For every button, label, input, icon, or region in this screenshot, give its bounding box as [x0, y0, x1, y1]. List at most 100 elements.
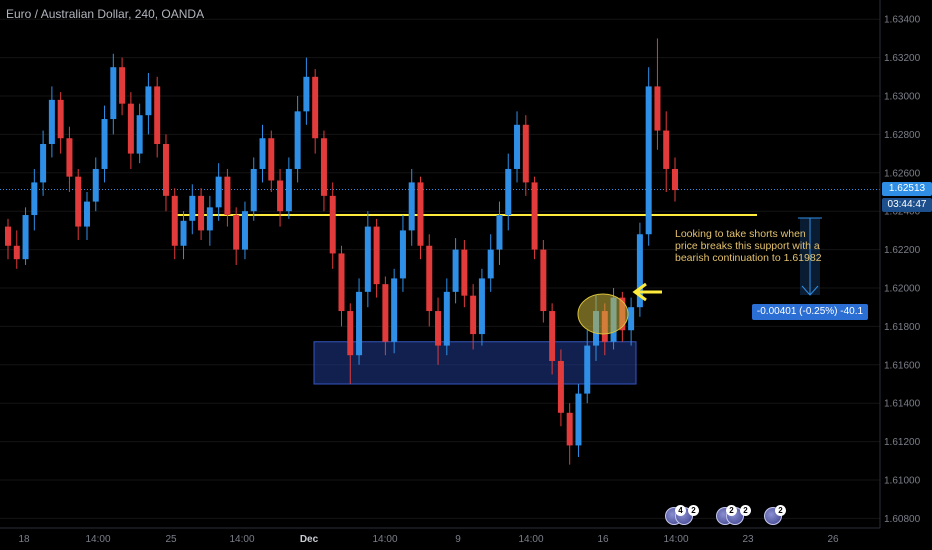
bullish-candle [83, 201, 90, 227]
bullish-candle [241, 211, 248, 250]
highlight-ellipse [577, 293, 629, 335]
event-count-badge: 2 [775, 505, 786, 516]
bullish-candle [364, 226, 371, 292]
bearish-candle [435, 311, 442, 346]
bearish-candle [154, 86, 161, 144]
bearish-candle [329, 195, 336, 254]
bearish-candle [198, 195, 205, 231]
time-tick-label: 18 [18, 534, 30, 545]
price-tick-label: 1.61400 [884, 399, 921, 410]
price-tick-label: 1.62600 [884, 168, 921, 179]
bearish-candle [162, 144, 169, 196]
demand-zone [313, 341, 637, 385]
time-tick-label: 14:00 [372, 534, 397, 545]
bullish-candle [505, 168, 512, 216]
current-price-tag: 1.62513 [882, 182, 932, 196]
bullish-candle [110, 67, 117, 120]
time-tick-label: 9 [455, 534, 461, 545]
bearish-candle [320, 138, 327, 196]
bullish-candle [584, 345, 591, 394]
bearish-candle [171, 195, 178, 246]
time-tick-label: 14:00 [663, 534, 688, 545]
bearish-candle [75, 176, 82, 227]
bullish-candle [92, 168, 99, 202]
bullish-candle [645, 86, 652, 235]
bearish-candle [566, 412, 573, 446]
bullish-candle [40, 144, 47, 183]
measure-tool[interactable] [798, 217, 822, 296]
bullish-candle [391, 278, 398, 342]
bearish-candle [540, 249, 547, 312]
price-tick-label: 1.61200 [884, 437, 921, 448]
bullish-candle [575, 393, 582, 446]
time-tick-label: 14:00 [85, 534, 110, 545]
bullish-candle [514, 124, 521, 169]
event-count-badge: 4 [675, 505, 686, 516]
arrow-icon [632, 282, 662, 302]
bearish-candle [531, 182, 538, 250]
bullish-candle [101, 119, 108, 169]
bearish-candle [233, 215, 240, 250]
bullish-candle [628, 307, 635, 331]
chart-title: Euro / Australian Dollar, 240, OANDA [6, 7, 205, 21]
time-tick-label: 23 [742, 534, 754, 545]
price-tick-label: 1.62400 [884, 207, 921, 218]
bearish-candle [654, 86, 661, 131]
event-flag-3[interactable]: 2 [764, 505, 788, 525]
price-axis[interactable]: 1.63400 1.63200 1.63000 1.62800 1.62600 1.624… [879, 0, 921, 528]
time-tick-label: 25 [165, 534, 177, 545]
bullish-candle [487, 249, 494, 279]
bullish-candle [215, 176, 222, 208]
arrow-head [632, 282, 647, 302]
event-flag-2[interactable]: 2 2 [716, 505, 756, 525]
price-tick-label: 1.62200 [884, 245, 921, 256]
bearish-candle [66, 138, 73, 177]
time-tick-label: Dec [300, 534, 319, 545]
bearish-candle [426, 245, 433, 312]
candles [5, 38, 678, 465]
price-tick-label: 1.62800 [884, 130, 921, 141]
time-tick-label: 14:00 [229, 534, 254, 545]
bearish-candle [224, 176, 231, 216]
bullish-candle [356, 291, 363, 356]
bullish-candle [443, 291, 450, 346]
bullish-candle [636, 234, 643, 308]
bearish-candle [268, 138, 275, 181]
bearish-candle [382, 284, 389, 342]
bullish-candle [399, 230, 406, 279]
time-axis[interactable]: 18 14:00 25 14:00 Dec 14:00 9 14:00 16 14:00 23 26 [0, 527, 880, 545]
bearish-candle [461, 249, 468, 296]
chart-grid [0, 18, 880, 519]
bullish-candle [31, 182, 38, 216]
price-tick-label: 1.63400 [884, 15, 921, 26]
bearish-candle [277, 180, 284, 212]
bearish-candle [522, 124, 529, 183]
time-tick-label: 16 [597, 534, 609, 545]
event-count-badge: 2 [740, 505, 751, 516]
bullish-candle [408, 182, 415, 231]
time-tick-label: 26 [827, 534, 839, 545]
bullish-candle [189, 195, 196, 221]
bullish-candle [303, 76, 310, 112]
measure-arrowhead [801, 285, 819, 296]
price-tick-label: 1.61000 [884, 476, 921, 487]
bearish-candle [557, 360, 564, 413]
bullish-candle [259, 138, 266, 169]
price-tick-label: 1.63000 [884, 92, 921, 103]
bullish-candle [145, 86, 152, 116]
bearish-candle [127, 103, 134, 154]
price-tick-label: 1.63200 [884, 53, 921, 64]
bearish-candle [312, 76, 319, 139]
bullish-candle [22, 215, 29, 260]
bullish-candle [136, 115, 143, 154]
event-flag-1[interactable]: 4 2 [665, 505, 705, 525]
bearish-candle [672, 168, 678, 191]
price-tick-label: 1.62000 [884, 284, 921, 295]
bearish-candle [470, 295, 477, 335]
bearish-candle [338, 253, 345, 312]
bullish-candle [206, 207, 213, 231]
countdown-tag: 03:44:47 [882, 198, 932, 212]
bearish-candle [13, 245, 20, 260]
event-count-badge: 2 [688, 505, 699, 516]
